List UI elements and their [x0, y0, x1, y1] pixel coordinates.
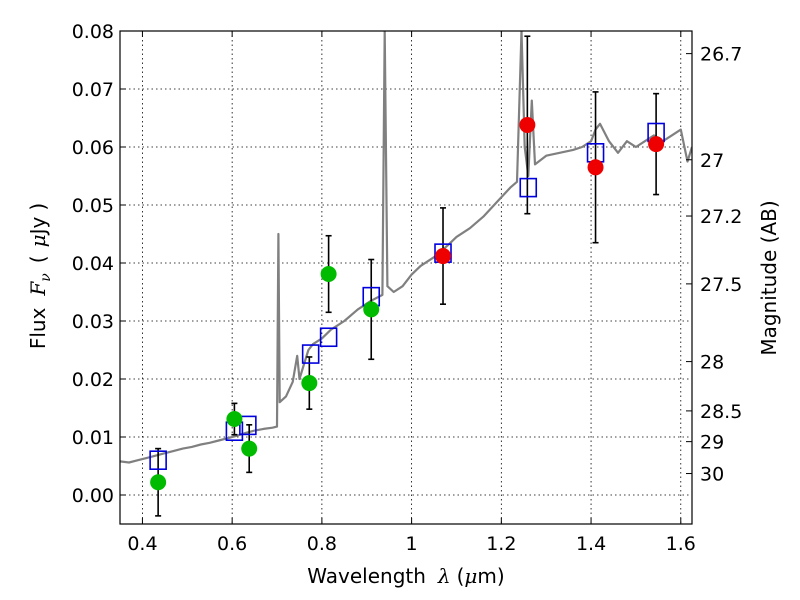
- x-axis-title: Wavelength λ (μm): [307, 564, 504, 588]
- plot-area: [120, 31, 692, 517]
- observed-flux-point: [301, 375, 318, 392]
- y-tick-label: 0.00: [72, 485, 114, 507]
- observed-flux-point: [226, 411, 243, 428]
- observed-flux-point: [435, 248, 452, 265]
- y-tick-label: 0.02: [72, 369, 114, 391]
- y2-tick-label: 30: [700, 464, 724, 486]
- axis-ticks: 0.4 0.6 0.8 1 1.2 1.4 1.6 0.00 0.01 0.02 0.03 0.04 0…: [72, 21, 743, 555]
- y2-axis-title: Magnitude (AB): [757, 200, 781, 355]
- y-axis-title: FluxFν(μJy): [26, 203, 54, 349]
- y2-tick-label: 27.2: [700, 206, 742, 228]
- y2-tick-label: 28: [700, 352, 724, 374]
- y2-tick-label: 26.7: [700, 44, 742, 66]
- y-tick-label: 0.04: [72, 253, 114, 275]
- model-photometry-square: [301, 344, 320, 364]
- observed-flux-point: [241, 440, 258, 457]
- grid: [120, 30, 692, 524]
- model-photometry-square: [149, 450, 167, 471]
- y-tick-label: 0.07: [72, 79, 114, 101]
- observed-flux-point: [587, 159, 604, 176]
- x-tick-label: 1.2: [486, 533, 516, 555]
- observed-flux-point: [519, 116, 536, 133]
- y-tick-label: 0.01: [72, 427, 114, 449]
- y2-tick-label: 28.5: [700, 401, 742, 423]
- x-tick-label: 1.4: [576, 533, 606, 555]
- x-tick-label: 0.4: [127, 533, 157, 555]
- y2-tick-label: 27: [700, 150, 724, 172]
- observed-flux-point: [648, 136, 665, 153]
- model-photometry-square: [519, 177, 538, 198]
- y-tick-label: 0.05: [72, 195, 114, 217]
- y2-tick-label: 27.5: [700, 274, 742, 296]
- x-tick-label: 0.6: [217, 533, 247, 555]
- observed-flux-point: [363, 301, 380, 318]
- observed-flux-point: [150, 474, 167, 491]
- x-tick-label: 0.8: [307, 533, 337, 555]
- plot-frame: [119, 30, 693, 525]
- model-photometry-square: [319, 327, 338, 348]
- x-tick-label: 1.6: [666, 533, 696, 555]
- model-photometry-square: [239, 415, 257, 436]
- y-tick-label: 0.03: [72, 311, 114, 333]
- y-tick-label: 0.06: [72, 137, 114, 159]
- observed-flux-point: [320, 266, 337, 283]
- y-tick-label: 0.08: [72, 21, 114, 43]
- x-tick-label: 1: [406, 533, 418, 555]
- y2-tick-label: 29: [700, 432, 724, 454]
- model-spectrum-line: [120, 31, 692, 464]
